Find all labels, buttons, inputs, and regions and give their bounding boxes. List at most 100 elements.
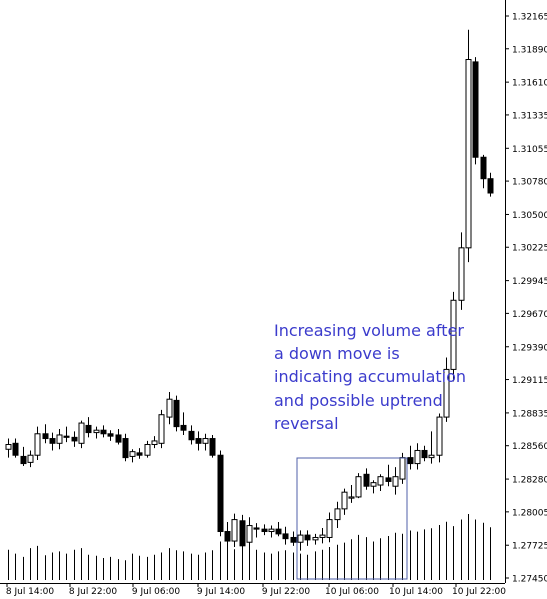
price-tick-label: 1.28005 [512,508,547,518]
candle-body-down [136,452,143,456]
time-tick-label: 9 Jul 14:00 [197,587,246,597]
candle [49,432,56,451]
price-tick-label: 1.29115 [512,376,547,386]
candle [217,450,224,537]
candle [231,513,238,548]
candle [136,448,143,459]
price-tick-label: 1.28560 [512,442,547,452]
candle-body-up [312,536,319,541]
candle-body-up [144,444,151,456]
candle-body-up [268,528,275,533]
candle-body-down [63,435,70,438]
candle [282,526,289,545]
chart-annotation: Increasing volume after a down move is i… [274,321,467,433]
candle-body-up [436,416,443,456]
candle [465,29,472,263]
time-tick-label: 10 Jul 22:00 [452,587,506,597]
price-tick-label: 1.27450 [512,575,547,585]
candle [93,426,100,439]
candle [195,431,202,451]
candle [56,429,63,450]
candle-body-down [188,430,195,441]
price-tick-label: 1.30225 [512,244,547,254]
volume-bars [8,514,491,580]
candle [363,468,370,490]
candle-body-up [370,482,377,487]
candle [42,424,49,444]
price-tick-label: 1.31610 [512,79,547,89]
candle [407,445,414,470]
candle-body-down [407,457,414,465]
candle-body-down [217,454,224,533]
candle [268,525,275,538]
candle-body-down [261,528,268,533]
candle-body-down [472,61,479,158]
price-tick-label: 1.29945 [512,277,547,287]
candle-body-up [334,508,341,521]
price-axis: 1.32165 1.31890 1.31610 1.31335 1.31055 1.307… [505,13,547,585]
candle-body-down [421,449,428,459]
candle-body-up [348,496,355,499]
candle [188,425,195,445]
candle-body-up [319,534,326,538]
price-tick-label: 1.31055 [512,145,547,155]
candle [399,452,406,484]
price-tick-label: 1.28280 [512,476,547,486]
candle [173,395,180,432]
candle [458,232,465,310]
price-tick-label: 1.29390 [512,343,547,353]
candle-body-up [93,429,100,434]
candle [480,154,487,189]
candle-body-up [166,398,173,418]
candle [428,431,435,464]
chart-area [0,0,504,583]
candle-body-up [414,449,421,465]
time-tick-label: 8 Jul 22:00 [69,587,118,597]
candle [209,434,216,458]
candle [304,530,311,546]
candle-body-up [399,457,406,480]
candle [348,485,355,503]
candle [414,443,421,470]
candle-body-up [5,444,12,450]
candle-body-down [42,433,49,440]
candle [34,426,41,460]
candle [115,429,122,445]
candle-body-up [246,525,253,543]
candle [151,436,158,449]
candle-body-down [253,527,260,530]
candle [5,438,12,458]
candle-body-up [158,414,165,444]
candle [27,450,34,468]
candle-body-down [290,536,297,543]
candle [71,431,78,447]
candle [450,291,457,382]
candle [100,425,107,438]
candle-body-up [450,299,457,370]
candle [144,440,151,458]
price-tick-label: 1.30780 [512,178,547,188]
candle-body-down [195,438,202,444]
candle [487,172,494,197]
candle [392,467,399,495]
candle [78,420,85,449]
candle [436,413,443,463]
candle [377,474,384,491]
time-tick-label: 8 Jul 14:00 [6,587,55,597]
candle-body-down [20,455,27,465]
candle-body-up [465,59,472,249]
candle [341,488,348,515]
price-tick-label: 1.27725 [512,542,547,552]
time-axis: 8 Jul 14:00 8 Jul 22:00 9 Jul 06:00 9 Jul 1… [6,583,506,597]
price-tick-label: 1.31335 [512,111,547,121]
candle [275,521,282,537]
candle-body-down [12,442,19,456]
candle [326,512,333,543]
candle-body-down [363,473,370,487]
time-tick-label: 9 Jul 22:00 [262,587,311,597]
candle-body-up [326,519,333,538]
candle-body-down [115,434,122,443]
candle-body-down [85,424,92,434]
price-tick-label: 1.32165 [512,13,547,23]
